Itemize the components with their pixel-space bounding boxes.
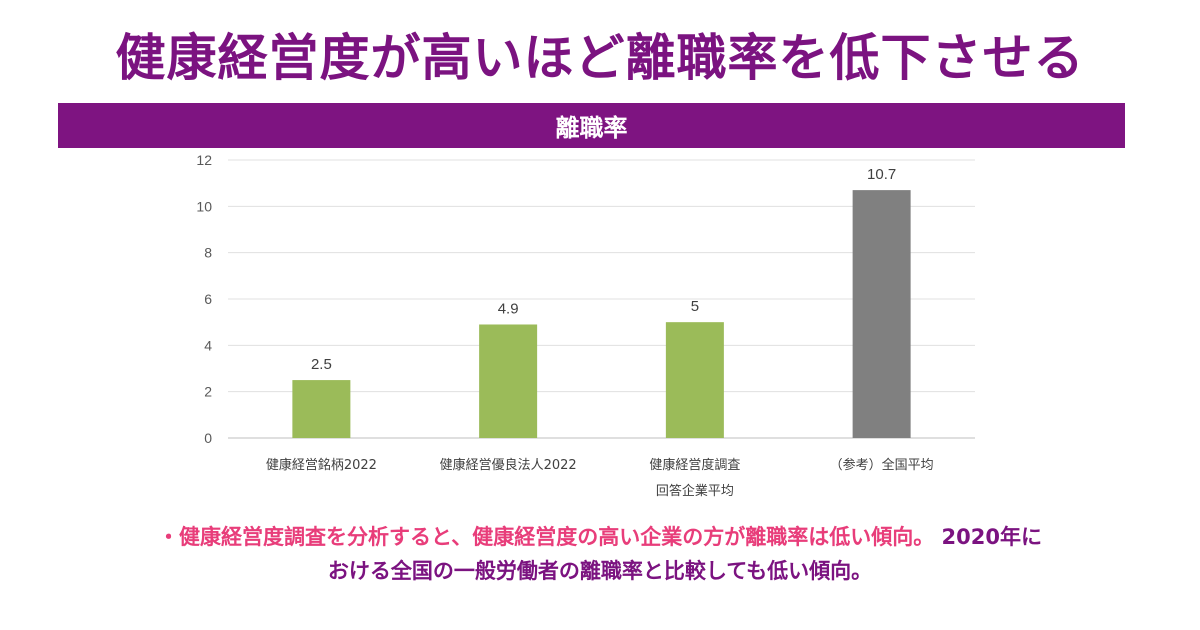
y-tick-label: 6 [204,291,212,307]
bar [292,380,351,438]
y-tick-label: 8 [204,245,212,261]
bar [852,190,911,438]
data-label: 4.9 [498,300,519,317]
category-label: 健康経営銘柄2022 [266,457,377,473]
y-tick-label: 4 [204,337,212,353]
chart-title: 離職率 [555,114,628,142]
y-tick-label: 0 [204,430,212,446]
y-tick-label: 12 [196,152,212,168]
y-axis-ticks: 0 2 4 6 8 10 12 [196,152,212,446]
data-label: 5 [691,298,699,315]
summary-note: ・健康経営度調査を分析すると、健康経営度の高い企業の方が離職率は低い傾向。 20… [40,520,1160,588]
bar-chart: 0 2 4 6 8 10 12 2.5 4.9 5 10.7 健康経営銘柄2022 健康経営優良法人… [196,152,975,499]
y-tick-label: 2 [204,384,212,400]
data-label: 2.5 [311,356,332,373]
note-finding: ・健康経営度調査を分析すると、健康経営度の高い企業の方が離職率は低い傾向。 [158,525,935,549]
note-comparison-end: おける全国の一般労働者の離職率と比較しても低い傾向。 [327,559,873,583]
category-label: 健康経営度調査 [649,457,740,473]
y-tick-label: 10 [196,198,212,214]
category-label: 健康経営優良法人2022 [440,457,577,473]
bar [479,324,538,438]
bars [292,190,911,438]
data-labels: 2.5 4.9 5 10.7 [311,166,896,373]
category-label: 回答企業平均 [656,483,734,499]
note-comparison-start: 2020年に [934,525,1042,549]
gridlines [228,159,975,439]
bar [665,322,724,438]
chart-title-banner: 離職率 [58,103,1125,148]
category-label: （参考）全国平均 [830,457,934,473]
data-label: 10.7 [867,166,896,183]
page-headline: 健康経営度が高いほど離職率を低下させる [115,29,1085,87]
